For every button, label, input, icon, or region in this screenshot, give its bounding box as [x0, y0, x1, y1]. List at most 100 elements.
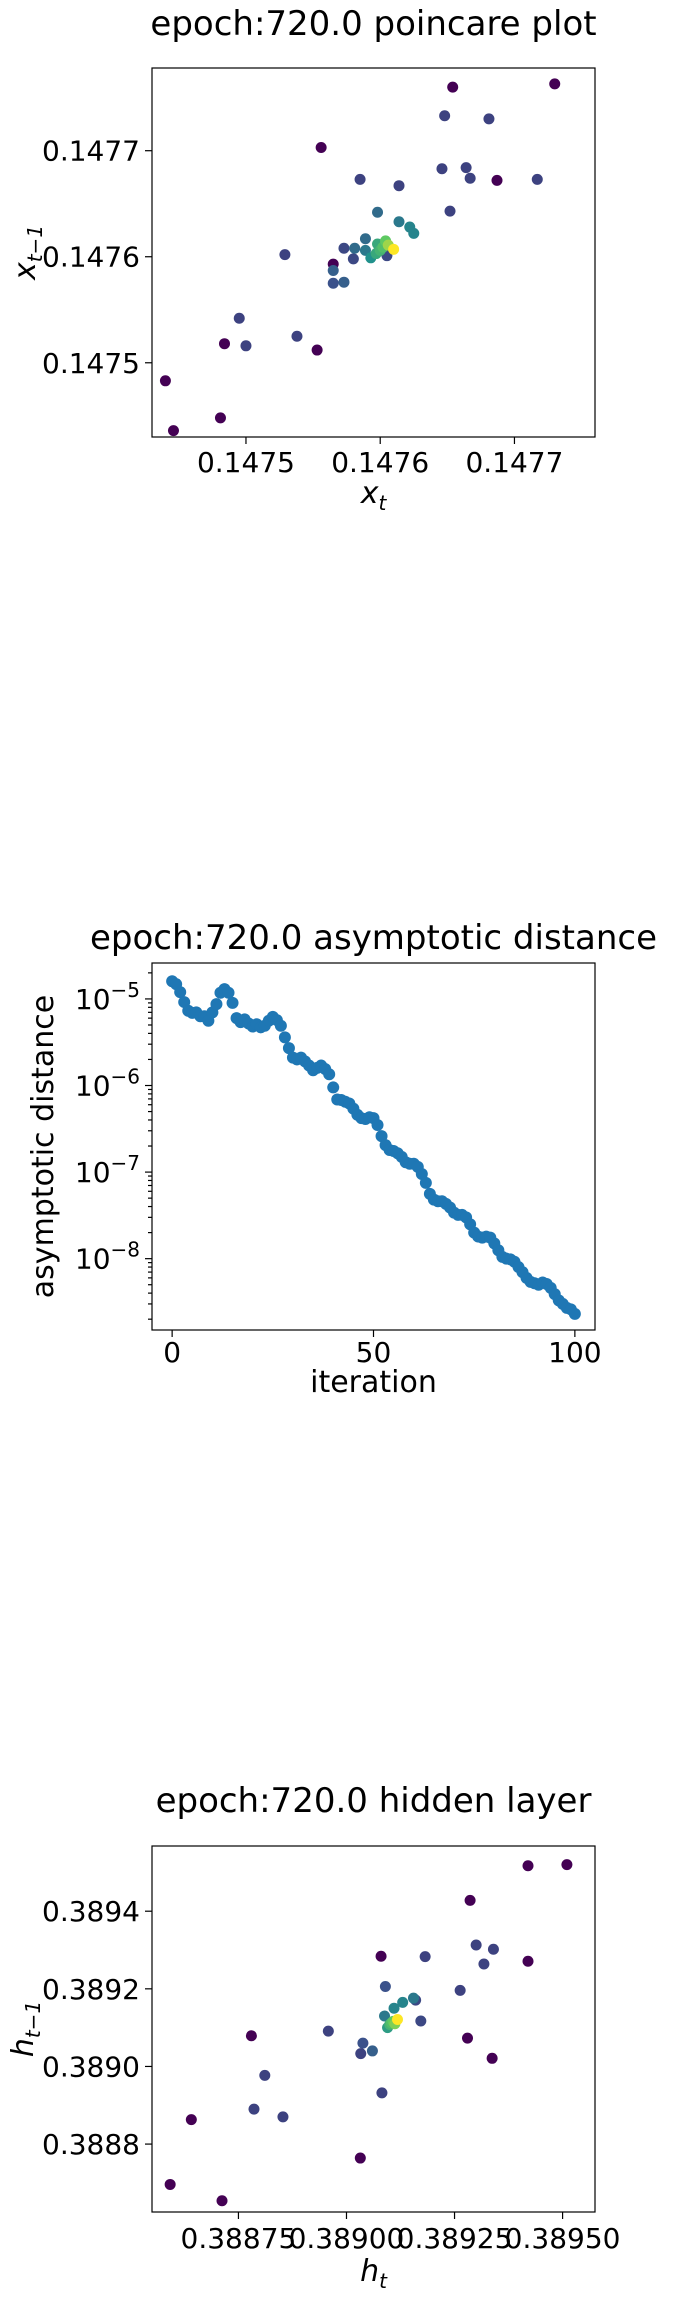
scatter-point — [531, 173, 543, 185]
scatter-point — [464, 1894, 476, 1906]
x-axis-label-subscript: t — [378, 491, 387, 515]
y-axis-label: asymptotic distance — [26, 995, 61, 1298]
scatter-point — [407, 1992, 419, 2004]
scatter-point — [483, 113, 495, 125]
scatter-point — [376, 2087, 388, 2099]
scatter-point — [248, 2103, 260, 2115]
y-tick-label: 0.3894 — [42, 1895, 140, 1928]
scatter-point — [549, 78, 561, 90]
scatter-point — [274, 1019, 287, 1032]
scatter-point — [277, 2111, 289, 2123]
scatter-point — [259, 2069, 271, 2081]
scatter-point — [279, 249, 291, 261]
scatter-point — [419, 1176, 432, 1189]
scatter-point — [397, 1996, 409, 2008]
y-tick-label: 0.1477 — [42, 135, 140, 168]
x-tick-label: 0.38950 — [505, 2222, 621, 2255]
y-tick-label: 0.3890 — [42, 2050, 140, 2083]
scatter-point — [214, 412, 226, 424]
y-tick-exponent: −7 — [111, 1151, 140, 1175]
y-axis-label-main: h — [6, 2038, 41, 2057]
y-tick-label: 10−5 — [75, 978, 140, 1016]
scatter-point — [354, 2152, 366, 2164]
scatter-point — [233, 312, 245, 324]
scatter-point — [393, 180, 405, 192]
y-axis-label: ht−1 — [6, 2001, 45, 2057]
scatter-point — [347, 253, 359, 265]
scatter-point — [372, 206, 384, 218]
scatter-point — [327, 277, 339, 289]
scatter-point — [240, 340, 252, 352]
scatter-point — [216, 2195, 228, 2207]
chart-panel-1: epoch:720.0 poincare plot 0.1475 0.1476 0.1… — [8, 4, 597, 515]
scatter-point — [464, 172, 476, 184]
scatter-point — [167, 425, 179, 437]
x-tick-label: 0 — [163, 1336, 181, 1369]
y-tick-label: 10−8 — [75, 1238, 140, 1276]
scatter-point — [355, 2048, 367, 2060]
scatter-point — [371, 1118, 384, 1131]
x-axis-label: iteration — [310, 1365, 437, 1400]
y-axis-label-subscript: t−1 — [21, 2001, 45, 2038]
y-tick-exponent: −5 — [111, 978, 140, 1002]
scatter-point — [159, 375, 171, 387]
y-tick-label: 0.3888 — [42, 2128, 140, 2161]
x-tick-label: 50 — [356, 1336, 392, 1369]
x-tick-label: 0.1476 — [331, 446, 429, 479]
scatter-point — [522, 1955, 534, 1967]
scatter-point — [388, 2002, 400, 2014]
scatter-point — [185, 2114, 197, 2126]
x-tick-label: 0.38875 — [181, 2222, 297, 2255]
scatter-point — [327, 265, 339, 277]
scatter-point — [460, 162, 472, 174]
chart-panel-2: epoch:720.0 asymptotic distance 0 50 100 10−… — [26, 918, 657, 1400]
scatter-point — [379, 1981, 391, 1993]
scatter-point — [322, 2025, 334, 2037]
scatter-point — [462, 2032, 474, 2044]
x-axis-label-main: h — [360, 2254, 379, 2289]
scatter-point — [379, 2010, 391, 2022]
scatter-point — [568, 1307, 581, 1320]
y-tick-label: 0.1476 — [42, 241, 140, 274]
x-tick-label: 0.1475 — [197, 446, 295, 479]
scatter-point — [218, 338, 230, 350]
scatter-point — [366, 2045, 378, 2057]
x-axis-label-subscript: t — [379, 2269, 388, 2293]
scatter-point — [164, 2178, 176, 2190]
scatter-point — [408, 227, 420, 239]
x-tick-label: 0.38925 — [397, 2222, 513, 2255]
scatter-point — [439, 110, 451, 122]
scatter-point — [174, 986, 187, 999]
scatter-point — [226, 996, 239, 1009]
scatter-point — [349, 242, 361, 254]
scatter-point — [419, 1951, 431, 1963]
scatter-point — [561, 1859, 573, 1871]
y-tick-exponent: −8 — [111, 1238, 140, 1262]
y-tick-exponent: −6 — [111, 1065, 140, 1089]
scatter-point — [447, 81, 459, 93]
scatter-point — [245, 2030, 257, 2042]
y-tick-label: 0.3892 — [42, 1973, 140, 2006]
scatter-point — [210, 998, 223, 1011]
x-axis-label: xt — [360, 476, 388, 515]
scatter-point — [487, 1943, 499, 1955]
scatter-point — [522, 1860, 534, 1872]
plot-frame — [151, 67, 596, 438]
plot-frame — [151, 1845, 596, 2213]
scatter-point — [327, 1081, 340, 1094]
y-tick-label: 0.1475 — [42, 347, 140, 380]
scatter-point — [278, 1031, 291, 1044]
scatter-point — [359, 233, 371, 245]
scatter-point — [470, 1939, 482, 1951]
y-axis-label: xt−1 — [8, 225, 47, 281]
scatter-point — [393, 216, 405, 228]
chart-title: epoch:720.0 hidden layer — [156, 1781, 592, 1821]
y-tick-label: 10−6 — [75, 1065, 140, 1103]
x-tick-label: 0.38900 — [289, 2222, 405, 2255]
chart-title: epoch:720.0 poincare plot — [150, 4, 596, 44]
scatter-point — [222, 986, 235, 999]
scatter-point — [323, 1068, 336, 1081]
scatter-point — [338, 276, 350, 288]
x-axis-label: ht — [360, 2254, 388, 2293]
